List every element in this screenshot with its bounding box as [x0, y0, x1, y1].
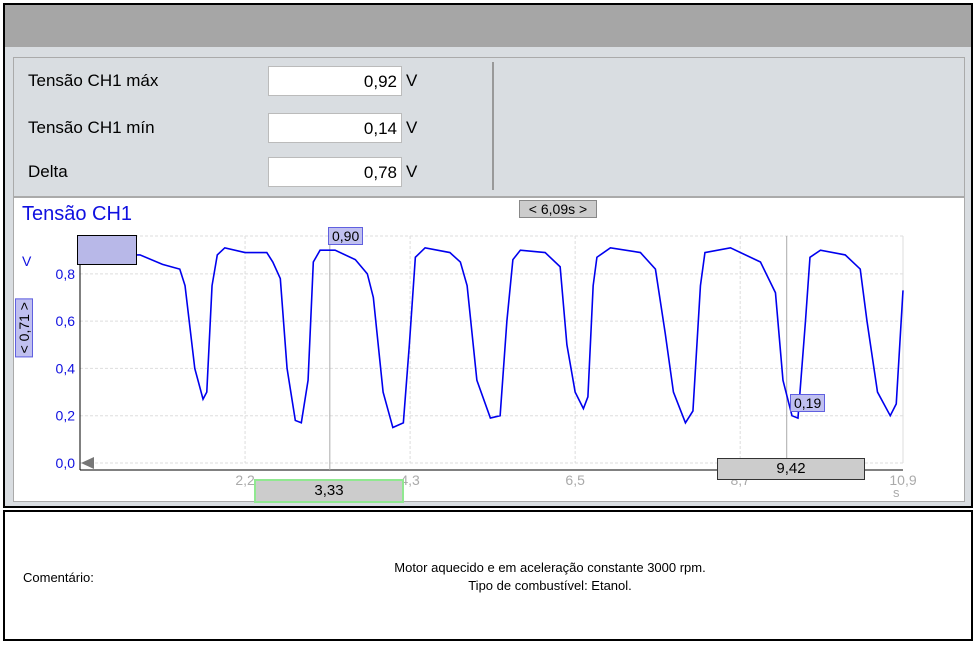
cursor1-handle[interactable]: 3,33 — [254, 479, 404, 503]
stat-label: Tensão CH1 mín — [28, 118, 155, 137]
stat-unit: V — [406, 162, 418, 181]
y-tick-label: 0,6 — [56, 313, 76, 329]
y-cursor-label[interactable]: < 0,71 > — [15, 298, 33, 358]
zero-marker — [81, 457, 94, 469]
stat-delta: Delta 0,78 V — [28, 157, 417, 187]
comment-label: Comentário: — [23, 570, 94, 585]
stat-value: 0,78 — [268, 157, 402, 187]
stat-max: Tensão CH1 máx 0,92 V — [28, 66, 417, 96]
x-tick-label: 10,9 — [889, 472, 916, 488]
y-tick-label: 0,4 — [56, 360, 76, 376]
chart-svg: 0,00,20,40,60,82,2 4,3 6,5 8,7 10,9Vs — [22, 235, 917, 500]
stat-unit: V — [406, 118, 418, 137]
cursor1-value: 0,90 — [328, 227, 364, 245]
stat-min: Tensão CH1 mín 0,14 V — [28, 113, 417, 143]
x-tick-label: 4,3 — [400, 472, 420, 488]
comment-line: Tipo de combustível: Etanol. — [468, 578, 632, 593]
stat-label: Delta — [28, 162, 68, 181]
x-tick-label: 6,5 — [565, 472, 585, 488]
comment-panel: Comentário: Motor aquecido e em aceleraç… — [3, 510, 973, 641]
cursor2-handle[interactable]: 9,42 — [717, 458, 865, 480]
y-axis-label: V — [22, 253, 32, 269]
stat-unit: V — [406, 71, 418, 90]
cursor2-value: 0,19 — [790, 394, 826, 412]
chart-panel: Tensão CH1 0,0 0,2 0,4 0,6 0,8 2,2 4,3 6,5 8,7 10… — [13, 197, 965, 503]
stat-value: 0,92 — [268, 66, 402, 96]
series-line — [80, 246, 904, 429]
stats-panel: Tensão CH1 máx 0,92 V Tensão CH1 mín 0,14 V … — [13, 57, 965, 197]
y-tick-label: 0,2 — [56, 408, 76, 424]
main-window: Tensão CH1 máx 0,92 V Tensão CH1 mín 0,14 V … — [3, 3, 973, 508]
divider — [492, 62, 494, 190]
toolbar — [5, 5, 971, 47]
comment-line: Motor aquecido e em aceleração constante… — [394, 560, 706, 575]
delta-time-label: < 6,09s > — [519, 200, 597, 218]
comment-text: Motor aquecido e em aceleração constante… — [255, 559, 845, 595]
zoom-tool-icon[interactable] — [77, 235, 137, 265]
y-tick-label: 0,0 — [56, 455, 76, 471]
stat-label: Tensão CH1 máx — [28, 71, 159, 90]
chart-title: Tensão CH1 — [22, 203, 133, 225]
x-axis-label: s — [893, 485, 900, 500]
x-tick-label: 2,2 — [235, 472, 255, 488]
y-tick-label: 0,8 — [56, 266, 76, 282]
stat-value: 0,14 — [268, 113, 402, 143]
